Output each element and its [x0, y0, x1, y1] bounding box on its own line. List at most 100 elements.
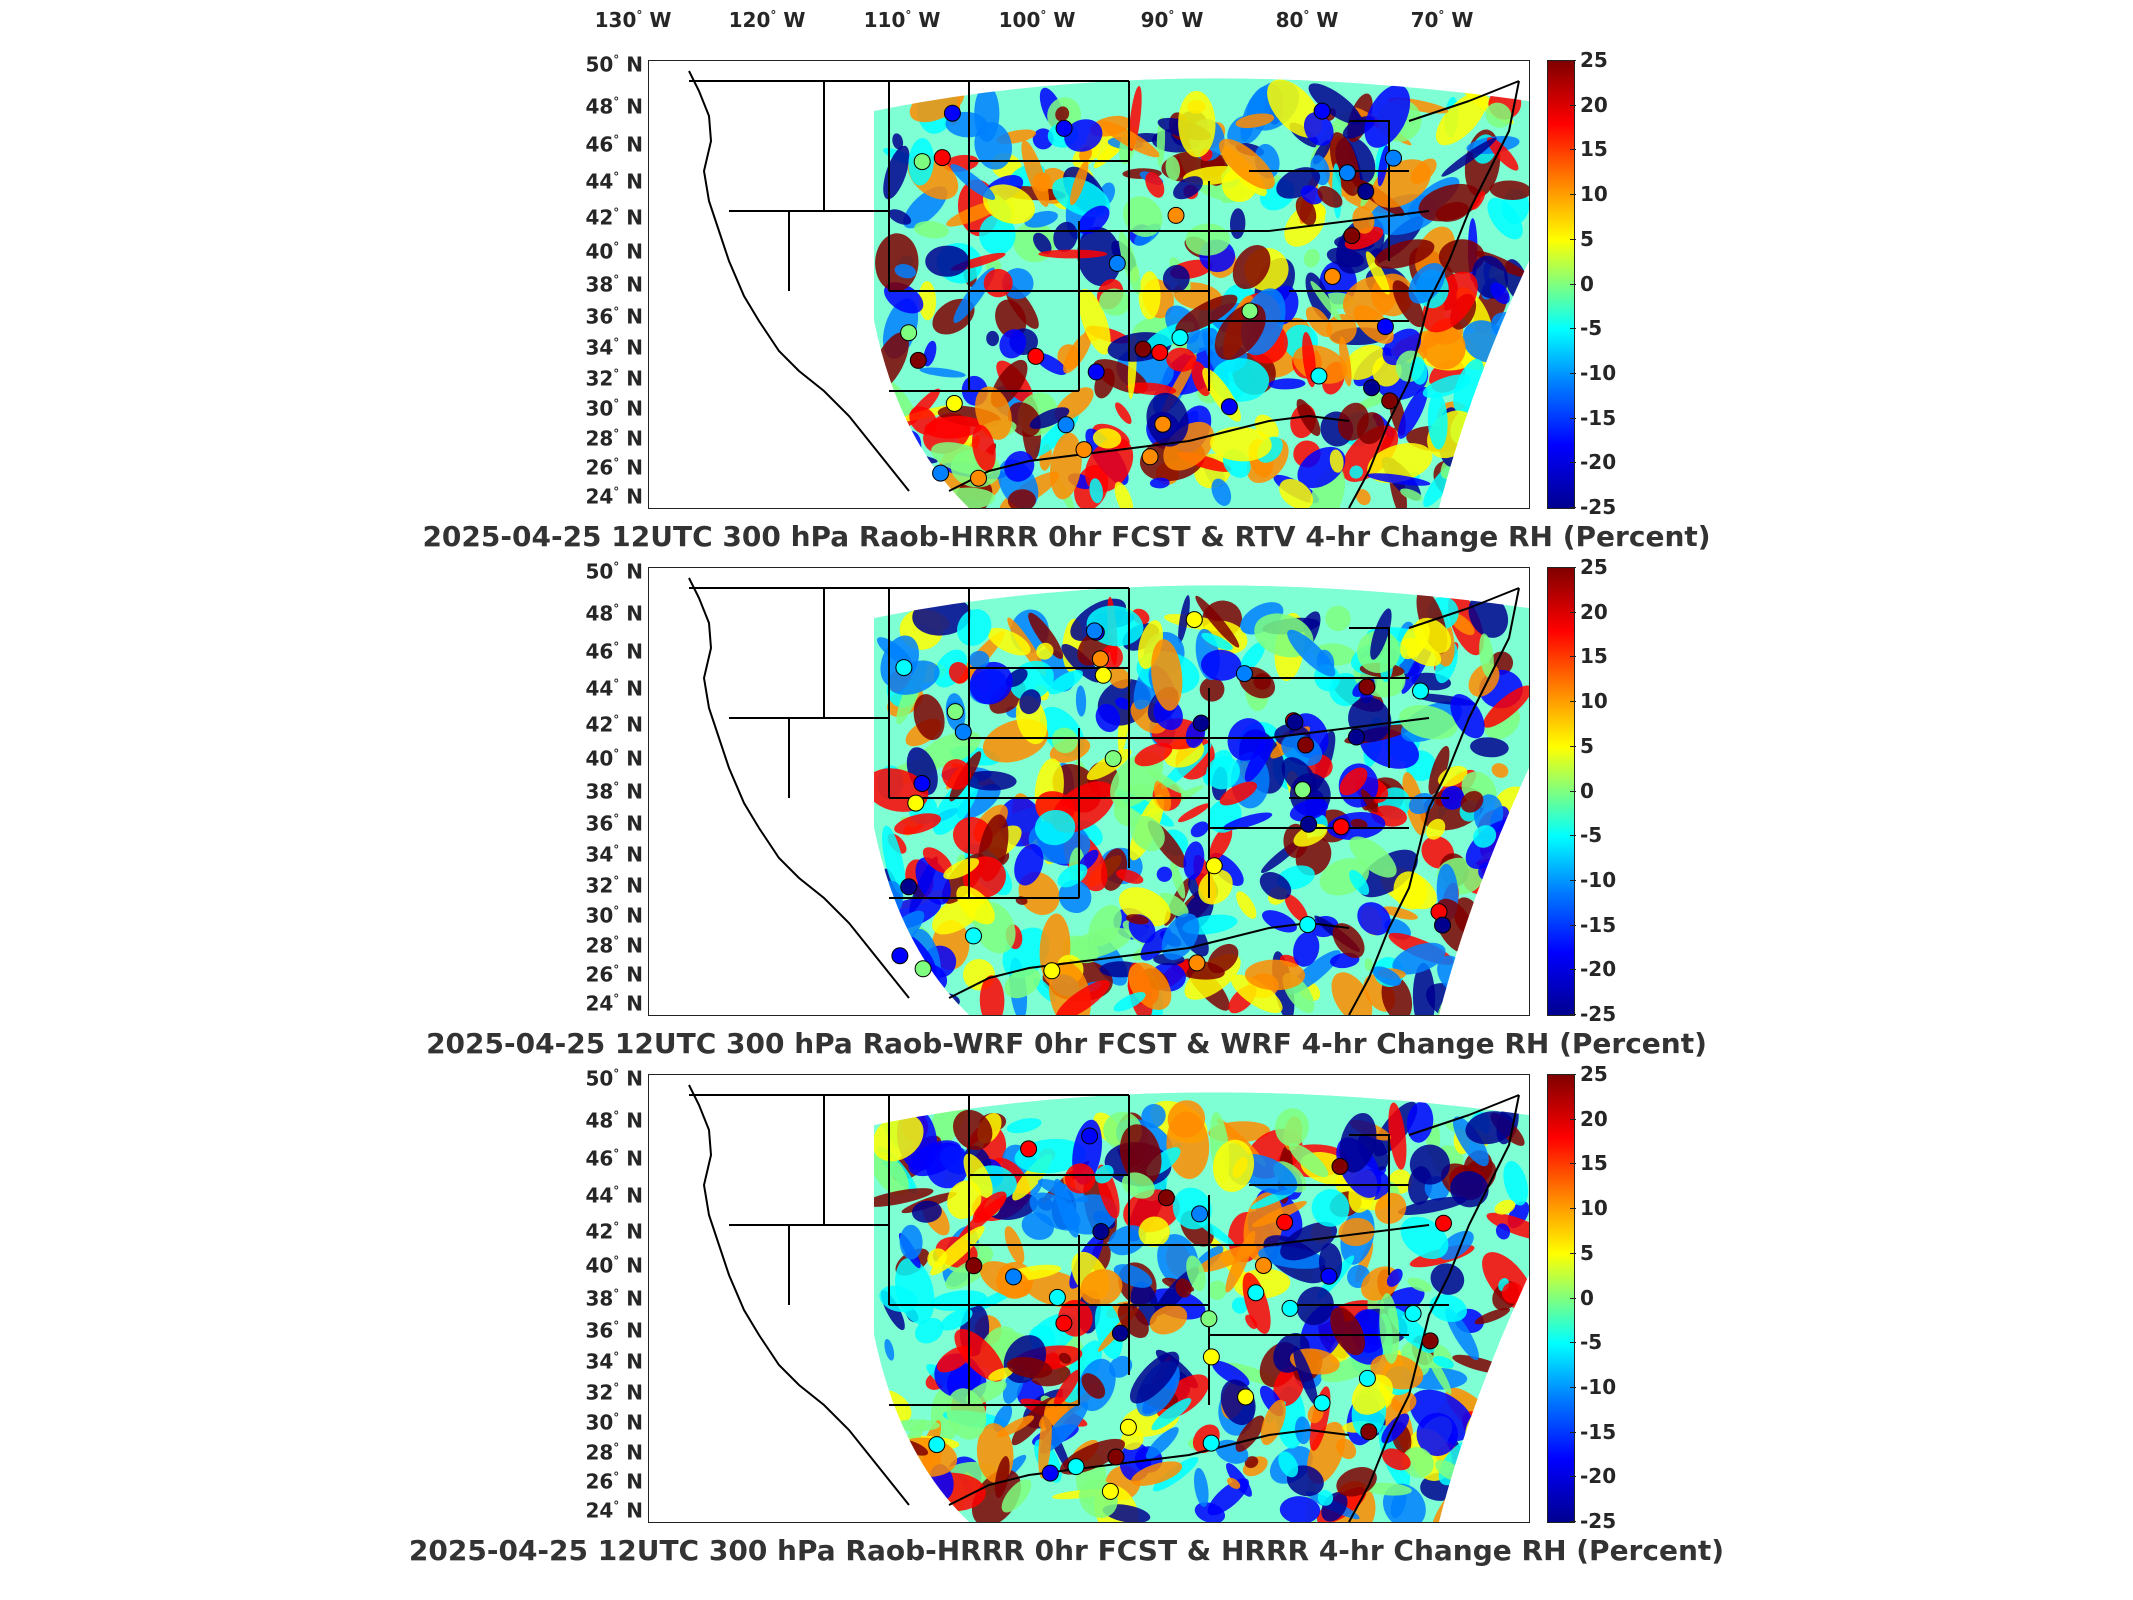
rh-field-blob — [1437, 765, 1468, 787]
rh-field-blob — [1279, 1496, 1321, 1522]
rh-field-blob — [884, 1338, 895, 1361]
rh-field-blob — [1486, 137, 1519, 171]
rh-field-blob — [1183, 841, 1205, 880]
latitude-label: 40° N — [585, 746, 643, 771]
latitude-label: 32° N — [585, 1380, 643, 1405]
raob-station-marker — [1101, 1482, 1119, 1500]
raob-station-marker — [891, 947, 909, 965]
rh-field-blob — [994, 1456, 1010, 1498]
raob-station-marker — [1111, 1324, 1129, 1342]
raob-station-marker — [1134, 340, 1152, 358]
colorbar-tick-label: -15 — [1580, 405, 1617, 430]
boundary-line — [1349, 627, 1390, 768]
colorbar-tick-label: 10 — [1580, 689, 1608, 714]
rh-field-blob — [1114, 481, 1134, 508]
rh-field-blob — [1284, 894, 1308, 923]
raob-station-marker — [1081, 1127, 1099, 1145]
rh-field-blob — [932, 775, 979, 835]
rh-field-blob — [1360, 789, 1378, 813]
rh-field-blob — [1422, 325, 1466, 370]
raob-station-marker — [1276, 1213, 1294, 1231]
rh-field-blob — [863, 1188, 934, 1207]
raob-station-marker — [1151, 344, 1169, 361]
rh-field-blob — [1123, 196, 1163, 237]
rh-field-blob — [1141, 1104, 1166, 1129]
raob-station-marker — [907, 794, 925, 812]
rh-field-blob — [1244, 1456, 1259, 1469]
raob-station-marker — [1185, 611, 1203, 629]
colorbar-tick-label: 15 — [1580, 644, 1608, 669]
rh-change-map — [649, 1075, 1529, 1522]
rh-field-blob — [1386, 1268, 1403, 1287]
boundary-line — [1268, 1224, 1430, 1246]
colorbar-tick-mark — [1570, 1163, 1576, 1165]
raob-station-marker — [1205, 857, 1223, 875]
rh-field-blob — [1370, 608, 1392, 660]
rh-field-blob — [1051, 727, 1078, 754]
rh-field-blob — [1245, 1314, 1258, 1329]
rh-field-blob — [1001, 1479, 1032, 1513]
rh-field-blob — [1175, 1278, 1192, 1298]
colorbar-tick-label: -25 — [1580, 1509, 1617, 1533]
raob-station-marker — [1107, 1448, 1125, 1466]
latitude-label: 30° N — [585, 396, 643, 421]
rh-field-blob — [1392, 942, 1446, 975]
rh-field-blob — [1075, 685, 1087, 717]
rh-field-blob — [1402, 1447, 1434, 1478]
rh-field-blob — [1078, 205, 1110, 235]
rh-field-blob — [1329, 449, 1344, 473]
rh-field-blob — [943, 858, 980, 880]
rh-field-blob — [1207, 1280, 1227, 1300]
rh-field-blob — [999, 329, 1027, 359]
colorbar-tick-label: -25 — [1580, 1002, 1617, 1026]
colorbar-tick-mark — [1570, 701, 1576, 703]
raob-station-marker — [1027, 347, 1045, 365]
rh-field-blob — [888, 209, 912, 225]
latitude-label: 24° N — [585, 484, 643, 509]
rh-field-blob — [1239, 641, 1266, 673]
rh-field-blob — [1460, 790, 1484, 813]
raob-station-marker — [1220, 398, 1238, 416]
latitude-label: 26° N — [585, 1469, 643, 1494]
colorbar-tick-label: 15 — [1580, 137, 1608, 162]
rh-field-blob — [1397, 386, 1428, 439]
rh-field-blob — [1293, 1346, 1318, 1405]
rh-field-blob — [1406, 1101, 1434, 1143]
rh-field-blob — [1501, 1282, 1524, 1304]
rh-field-blob — [1325, 605, 1351, 632]
rh-field-blob — [1364, 958, 1373, 971]
rh-field-blob — [1452, 1116, 1489, 1167]
boundary-line — [1468, 1094, 1520, 1116]
longitude-label: 70° W — [1410, 8, 1474, 32]
rh-field-blob — [1236, 891, 1257, 919]
latitude-label: 46° N — [585, 133, 643, 158]
rh-field-blob — [1029, 1192, 1081, 1231]
rh-field-blob — [1130, 815, 1165, 852]
colorbar-tick-label: -10 — [1580, 1374, 1617, 1399]
rh-field-blob — [1355, 489, 1371, 506]
rh-field-blob — [1382, 1448, 1411, 1471]
rh-field-blob — [1470, 737, 1509, 758]
raob-station-marker — [1202, 1348, 1220, 1366]
rh-field-blob — [1432, 1355, 1454, 1369]
rh-field-blob — [1400, 488, 1423, 501]
raob-station-marker — [1434, 916, 1451, 934]
rh-field-blob — [895, 1257, 935, 1325]
colorbar-tick-mark — [1570, 924, 1576, 926]
panel-title: 2025-04-25 12UTC 300 hPa Raob-HRRR 0hr F… — [408, 1534, 1725, 1567]
rh-field-blob — [1491, 763, 1509, 778]
raob-station-marker — [1357, 183, 1375, 200]
rh-field-blob — [925, 1142, 969, 1189]
latitude-label: 26° N — [585, 962, 643, 987]
rh-field-blob — [1438, 239, 1485, 274]
rh-field-blob — [1473, 825, 1497, 848]
rh-field-blob — [1219, 781, 1258, 806]
rh-field-blob — [1439, 1230, 1474, 1260]
raob-station-marker — [1343, 227, 1361, 245]
rh-field-blob — [1021, 140, 1050, 207]
rh-field-blob — [1244, 959, 1306, 991]
rh-field-blob — [1226, 1477, 1241, 1489]
rh-field-blob — [1193, 1467, 1209, 1507]
rh-field-blob — [918, 731, 981, 769]
rh-field-blob — [1209, 825, 1233, 861]
